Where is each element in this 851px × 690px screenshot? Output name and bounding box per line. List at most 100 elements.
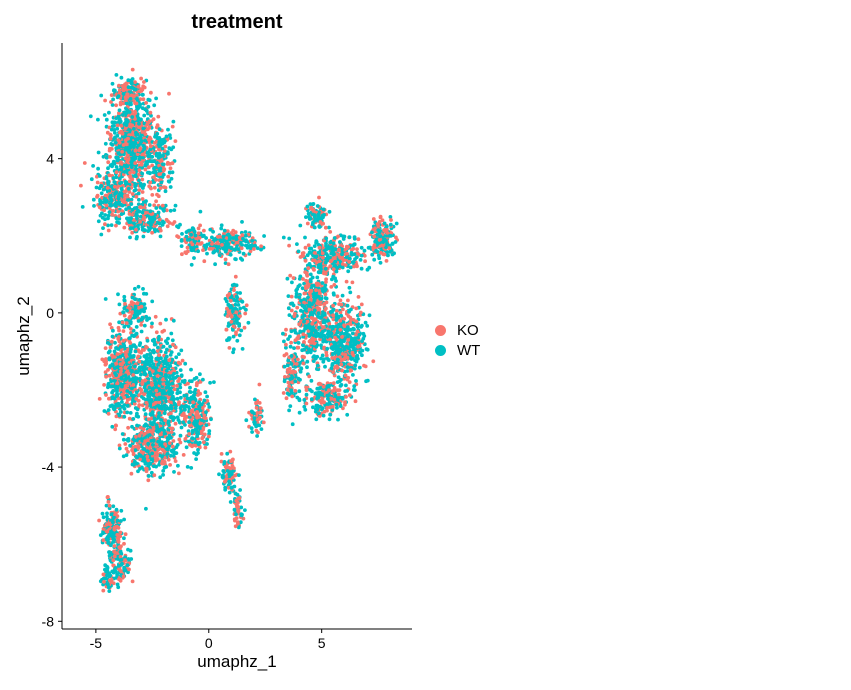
scatter-point-ko <box>338 327 343 332</box>
scatter-point-wt <box>167 407 172 411</box>
scatter-point-wt <box>359 325 363 329</box>
scatter-point-ko <box>284 342 288 347</box>
scatter-point-wt <box>282 364 287 369</box>
scatter-point-wt <box>119 186 124 191</box>
scatter-point-ko <box>128 122 133 127</box>
scatter-point-ko <box>229 314 234 319</box>
scatter-point-ko <box>180 252 184 257</box>
scatter-point-ko <box>138 146 143 151</box>
scatter-point-ko <box>108 322 112 327</box>
scatter-point-wt <box>160 146 165 151</box>
scatter-point-wt <box>204 236 209 240</box>
scatter-point-ko <box>157 226 162 231</box>
scatter-point-ko <box>337 247 341 252</box>
scatter-point-ko <box>142 215 147 220</box>
scatter-point-ko <box>224 236 229 241</box>
scatter-point-wt <box>117 108 122 113</box>
scatter-point-wt <box>339 383 344 387</box>
scatter-point-wt <box>297 389 302 394</box>
scatter-point-ko <box>301 332 306 337</box>
scatter-point-wt <box>154 356 159 361</box>
scatter-point-wt <box>344 383 348 388</box>
scatter-point-wt <box>119 191 123 195</box>
scatter-point-ko <box>134 227 138 232</box>
scatter-point-wt <box>110 362 115 367</box>
scatter-point-wt <box>179 239 184 243</box>
scatter-point-ko <box>382 228 386 233</box>
scatter-point-ko <box>152 402 156 406</box>
scatter-point-wt <box>142 182 147 187</box>
scatter-point-ko <box>196 226 201 231</box>
scatter-point-ko <box>107 396 111 401</box>
scatter-point-wt <box>315 275 320 280</box>
scatter-point-wt <box>123 170 127 174</box>
scatter-point-wt <box>301 343 306 348</box>
scatter-point-ko <box>329 258 334 263</box>
scatter-point-wt <box>325 254 330 258</box>
scatter-point-wt <box>290 301 295 306</box>
scatter-point-wt <box>378 260 383 265</box>
scatter-point-ko <box>117 88 122 93</box>
scatter-point-wt <box>237 333 242 338</box>
scatter-point-ko <box>115 123 120 128</box>
scatter-point-ko <box>285 368 290 372</box>
scatter-point-ko <box>158 186 163 190</box>
scatter-point-wt <box>161 344 166 349</box>
scatter-point-wt <box>244 243 248 248</box>
scatter-point-wt <box>187 228 192 233</box>
scatter-point-wt <box>322 312 327 317</box>
scatter-point-wt <box>107 349 112 354</box>
scatter-point-ko <box>168 166 173 171</box>
scatter-point-ko <box>354 319 359 324</box>
scatter-point-ko <box>121 329 126 333</box>
scatter-point-wt <box>129 80 134 85</box>
scatter-point-ko <box>190 242 195 247</box>
scatter-point-wt <box>157 140 162 144</box>
scatter-point-wt <box>119 75 124 80</box>
scatter-point-ko <box>134 397 139 401</box>
scatter-point-wt <box>354 358 358 362</box>
scatter-point-ko <box>121 338 126 343</box>
scatter-point-wt <box>134 96 139 101</box>
scatter-point-wt <box>285 276 290 281</box>
scatter-point-ko <box>335 365 340 370</box>
scatter-point-wt <box>322 338 327 343</box>
scatter-point-ko <box>292 313 297 318</box>
scatter-point-ko <box>117 83 121 88</box>
scatter-point-wt <box>126 198 131 202</box>
scatter-point-wt <box>378 234 383 239</box>
scatter-point-wt <box>163 189 168 194</box>
scatter-point-ko <box>128 341 133 345</box>
scatter-point-ko <box>346 338 350 342</box>
scatter-point-wt <box>147 348 152 352</box>
scatter-point-ko <box>144 101 149 105</box>
scatter-point-wt <box>154 96 159 101</box>
scatter-point-wt <box>223 261 228 265</box>
scatter-point-wt <box>96 150 101 155</box>
scatter-point-wt <box>152 342 157 347</box>
scatter-point-wt <box>335 348 340 353</box>
scatter-point-ko <box>130 67 135 72</box>
scatter-point-ko <box>309 341 313 345</box>
scatter-point-wt <box>348 290 353 295</box>
scatter-point-wt <box>286 294 291 298</box>
scatter-point-wt <box>128 235 132 240</box>
scatter-point-wt <box>146 380 151 385</box>
scatter-point-ko <box>117 111 121 116</box>
scatter-point-wt <box>327 417 332 422</box>
scatter-point-ko <box>228 298 233 303</box>
scatter-point-wt <box>324 236 329 241</box>
scatter-point-ko <box>340 335 344 339</box>
scatter-point-ko <box>121 88 126 93</box>
scatter-point-wt <box>213 262 218 267</box>
scatter-point-ko <box>142 80 146 84</box>
scatter-point-wt <box>208 227 213 232</box>
scatter-point-wt <box>194 245 199 249</box>
scatter-point-wt <box>302 319 306 324</box>
scatter-point-ko <box>308 297 313 302</box>
scatter-point-wt <box>315 363 320 368</box>
scatter-point-wt <box>150 321 154 326</box>
scatter-point-wt <box>253 243 257 248</box>
scatter-point-ko <box>166 174 171 179</box>
scatter-point-ko <box>122 395 127 400</box>
